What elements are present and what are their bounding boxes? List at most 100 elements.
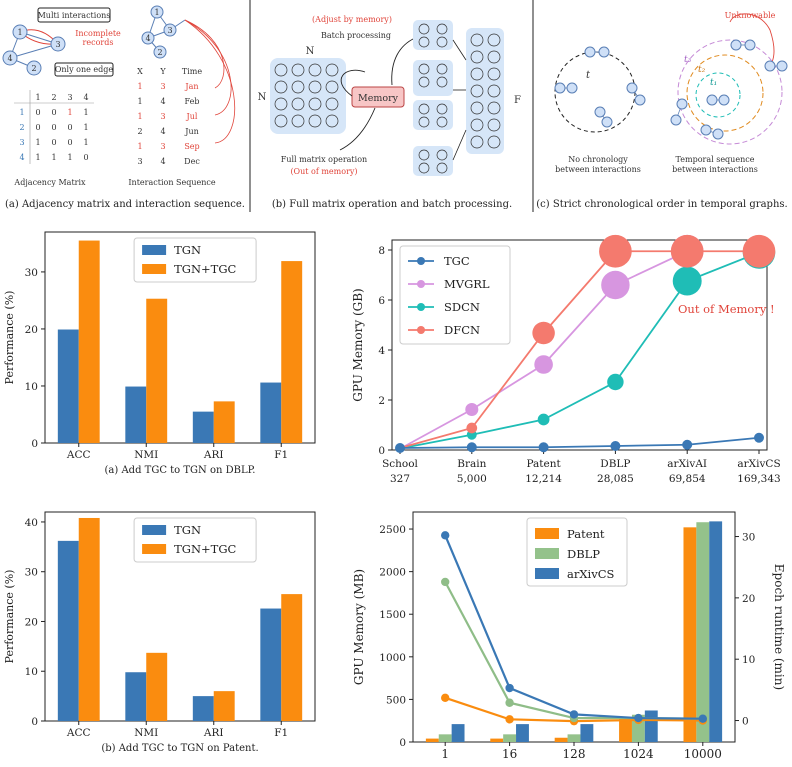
output-element [487, 84, 501, 98]
temporal-node [584, 46, 596, 58]
node-label: 4 [7, 54, 12, 63]
batch-element [418, 63, 430, 75]
bar-dblp [567, 734, 581, 742]
batch-block [413, 20, 453, 50]
plot-frame [44, 511, 316, 722]
batch-element [436, 116, 448, 128]
y2-axis-label: Epoch runtime (min) [772, 564, 786, 690]
output-element [470, 101, 484, 115]
seq-time: Sep [184, 142, 199, 151]
output-element [487, 101, 501, 115]
t3-label: t₃ [684, 55, 692, 65]
batch-block [413, 100, 453, 130]
bar-tgn [57, 329, 79, 443]
seq-y: 4 [160, 127, 165, 136]
matrix-element [308, 114, 322, 128]
y-tick-label: 0 [399, 737, 406, 749]
seq-x: 1 [137, 97, 142, 106]
matrix-element [274, 80, 288, 94]
y2-tick-label: 10 [742, 654, 755, 666]
bar-arxivcs [644, 710, 658, 742]
batch-element [418, 23, 430, 35]
x-tick-label: F1 [274, 449, 288, 461]
no-chronology-label: No chronology [568, 155, 628, 164]
bar-tgn-tgc [146, 298, 168, 443]
node-label: 3 [167, 26, 172, 35]
temporal-node [670, 114, 682, 126]
legend-marker [417, 280, 425, 288]
matrix-cell: 1 [83, 123, 88, 132]
y-axis-label: Performance (%) [3, 291, 16, 385]
runtime-point-dblp [505, 698, 514, 707]
plot-frame [44, 231, 316, 444]
temporal-node [554, 82, 566, 94]
y-tick-label: 4 [378, 345, 385, 357]
seq-time: Feb [185, 97, 200, 106]
x-tick-label: Patent [526, 458, 561, 470]
memory-line-chart: 0 2 4 6 8 School 327 Brain 5,000 Patent 12,214 DBLP… [351, 234, 781, 485]
temporal-node [718, 94, 730, 106]
bar-tgn [192, 696, 214, 721]
point-tgc [466, 442, 477, 453]
y-tick-label: 20 [25, 324, 38, 336]
matrix-cell: 1 [67, 153, 72, 162]
matrix-cell: 1 [67, 108, 72, 117]
seq-time: Jun [184, 127, 199, 136]
temporal-node [566, 82, 578, 94]
point-mvgrl [534, 355, 553, 374]
legend-label: arXivCS [567, 567, 615, 581]
temporal-node [676, 98, 688, 110]
point-sdcn [607, 373, 624, 391]
y-tick-label: 30 [25, 567, 38, 579]
bar-arxivcs [709, 521, 723, 742]
bar-tgn-tgc [78, 517, 100, 721]
temporal-sequence-label: Temporal sequence [676, 155, 755, 164]
output-element [487, 33, 501, 47]
x-tick-sublabel: 169,343 [737, 473, 780, 485]
node-label: 1 [154, 8, 159, 17]
batch-block [413, 60, 453, 96]
temporal-node [764, 60, 776, 72]
seq-y: 3 [160, 112, 165, 121]
output-element [470, 33, 484, 47]
temporal-node [712, 128, 724, 140]
legend-swatch [535, 568, 559, 579]
runtime-point-arxivcs [441, 531, 450, 540]
batch-element [418, 149, 430, 161]
x-tick-label: DBLP [600, 458, 630, 470]
point-mvgrl [601, 270, 630, 300]
adjacency-matrix: 1 2 3 4 1 0 0 1 1 2 0 0 0 1 3 1 0 0 1 4 1 1 1 0 [14, 90, 94, 164]
matrix-cell: 1 [35, 138, 40, 147]
matrix-cell: 0 [67, 123, 72, 132]
point-dfcn [599, 234, 632, 268]
batch-element [418, 116, 430, 128]
legend-swatch [142, 245, 167, 255]
out-of-memory-label: (Out of memory) [290, 167, 357, 176]
matrix-cell: 0 [51, 108, 56, 117]
y-tick-label: 40 [25, 517, 38, 529]
batch-processing-label: Batch processing [321, 31, 391, 40]
seq-time: Jul [186, 112, 198, 121]
callout-one-edge: Only one edge [55, 65, 114, 74]
bar-tgn-tgc [213, 691, 235, 721]
bar-patent [683, 527, 697, 742]
x-tick-label: NMI [134, 727, 158, 739]
output-element [487, 67, 501, 81]
legend-label: TGC [444, 254, 470, 268]
x-tick-label: 10000 [684, 747, 722, 761]
adjust-by-memory-label: (Adjust by memory) [312, 15, 392, 24]
matrix-col-header: 1 [35, 93, 40, 102]
seq-time: Dec [184, 157, 200, 166]
matrix-col-header: 2 [51, 93, 56, 102]
y-tick-label: 8 [378, 245, 385, 257]
matrix-element [308, 63, 322, 77]
graph-node-4: 4 [2, 50, 18, 66]
x-tick-sublabel: 5,000 [457, 473, 487, 485]
temporal-node [634, 94, 646, 106]
bar-dblp [438, 734, 452, 742]
seq-graph-node-4: 4 [141, 31, 155, 45]
legend-swatch [142, 525, 167, 535]
x-tick-label: 1024 [623, 747, 654, 761]
runtime-point-arxivcs [634, 713, 643, 723]
temporal-node [776, 60, 788, 72]
